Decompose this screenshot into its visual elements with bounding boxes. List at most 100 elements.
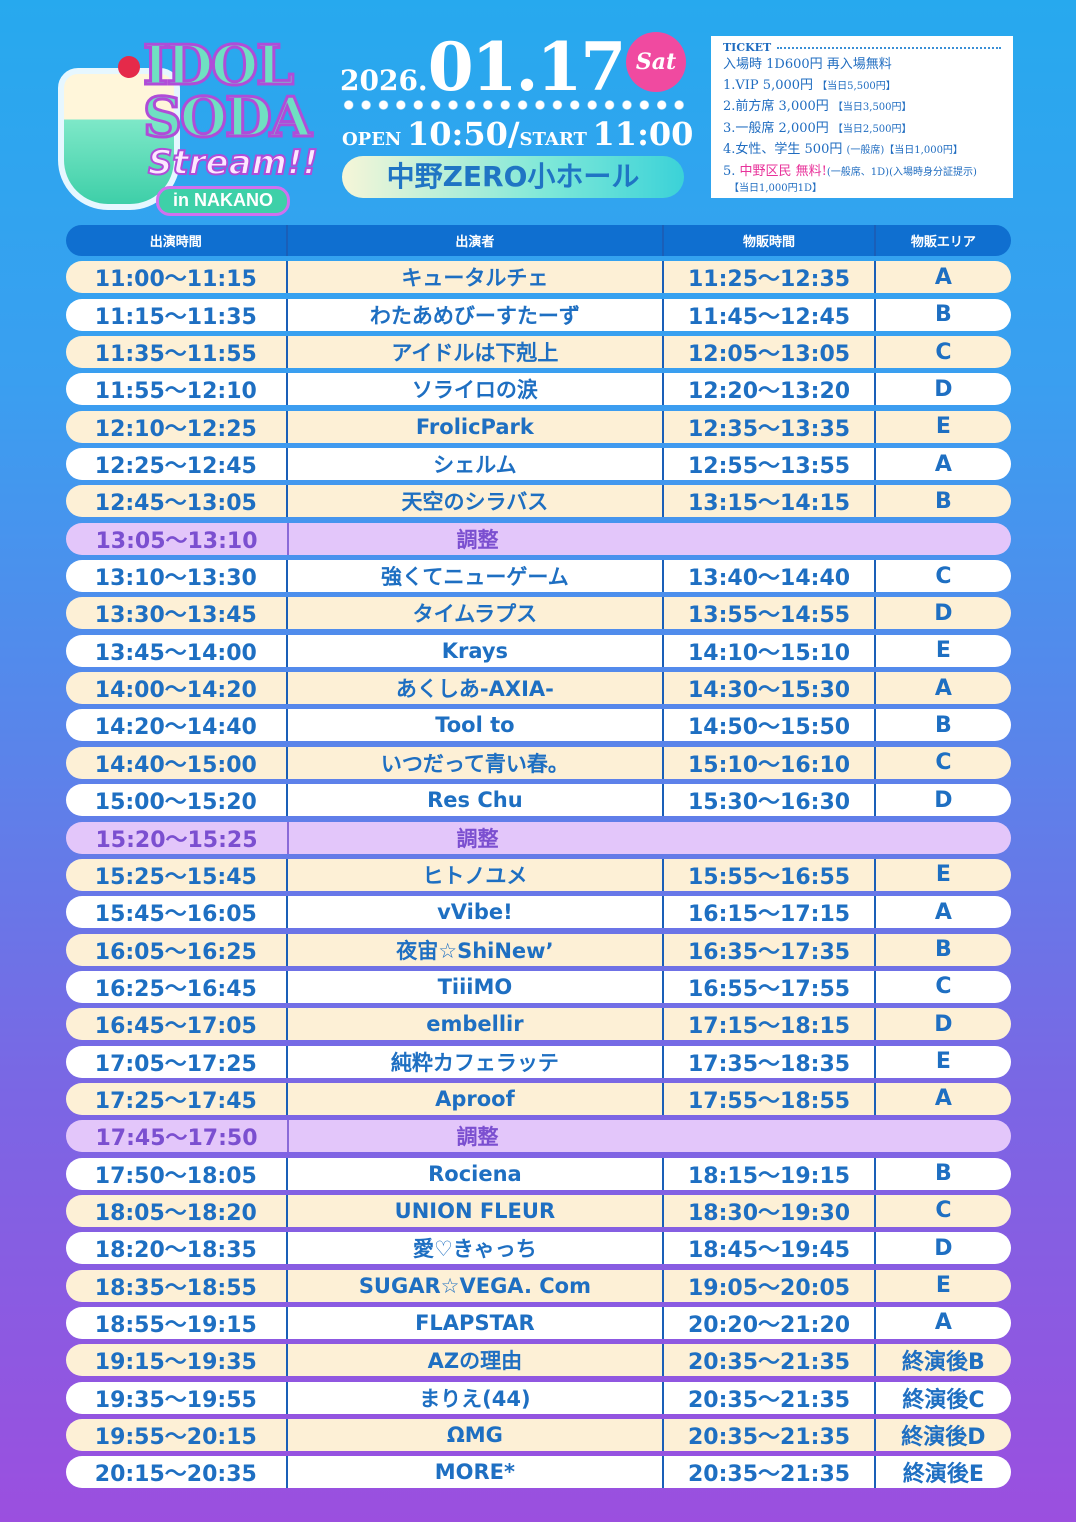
performer-name: 調整 bbox=[287, 821, 666, 854]
table-row: 13:45〜14:00 Krays 14:10〜15:10 E bbox=[66, 634, 1011, 667]
performance-time: 15:25〜15:45 bbox=[94, 864, 257, 890]
merch-area: B bbox=[873, 1157, 1011, 1190]
performance-time: 17:25〜17:45 bbox=[94, 1088, 257, 1114]
timetable: 出演時間 出演者 物販時間 物販エリア 11:00〜11:15 キュータルチェ 11… bbox=[66, 225, 1011, 1489]
performer-name: キュータルチェ bbox=[285, 261, 663, 294]
table-row: 15:25〜15:45 ヒトノユメ 15:55〜16:55 E bbox=[66, 858, 1011, 891]
merch-time: 16:15〜17:15 bbox=[662, 896, 874, 929]
merch-area: D bbox=[873, 784, 1011, 817]
table-row: 12:10〜12:25 FrolicPark 12:35〜13:35 E bbox=[66, 410, 1011, 443]
performance-time: 13:45〜14:00 bbox=[94, 640, 257, 666]
performer-name: 愛♡きゃっち bbox=[285, 1232, 663, 1265]
break-row: 15:20〜15:25 調整 bbox=[66, 821, 1011, 854]
performer-name: UNION FLEUR bbox=[285, 1194, 663, 1227]
performance-time: 15:20〜15:25 bbox=[95, 827, 258, 853]
ticket-line5-highlight: 中野区民 無料! bbox=[739, 163, 827, 179]
merch-time: 12:35〜13:35 bbox=[662, 410, 874, 443]
table-row: 12:25〜12:45 シェルム 12:55〜13:55 A bbox=[66, 448, 1011, 481]
merch-time: 12:20〜13:20 bbox=[662, 373, 874, 406]
empty-cell bbox=[666, 523, 1011, 555]
ticket-door-price: 【当日2,500円】 bbox=[832, 123, 912, 135]
ticket-heading: TICKET bbox=[723, 41, 772, 54]
start-time: 11:00 bbox=[592, 115, 694, 153]
empty-cell bbox=[666, 1120, 1011, 1152]
merch-time: 16:35〜17:35 bbox=[662, 933, 874, 966]
header-merch-time: 物販時間 bbox=[662, 225, 874, 256]
merch-time: 15:10〜16:10 bbox=[662, 746, 874, 779]
performance-time: 18:35〜18:55 bbox=[94, 1275, 257, 1301]
merch-time: 20:20〜21:20 bbox=[662, 1306, 874, 1339]
merch-time: 20:35〜21:35 bbox=[662, 1381, 874, 1414]
header-merch-area: 物販エリア bbox=[873, 225, 1011, 256]
performance-time: 11:00〜11:15 bbox=[94, 267, 257, 293]
merch-area: E bbox=[873, 858, 1011, 891]
table-row: 14:40〜15:00 いつだって青い春。 15:10〜16:10 C bbox=[66, 746, 1011, 779]
dotted-line bbox=[777, 47, 1001, 49]
merch-area: B bbox=[873, 298, 1011, 331]
timetable-header: 出演時間 出演者 物販時間 物販エリア bbox=[66, 225, 1011, 256]
merch-time: 20:35〜21:35 bbox=[662, 1419, 874, 1451]
performance-time: 12:10〜12:25 bbox=[94, 416, 257, 442]
performance-time: 15:00〜15:20 bbox=[94, 790, 257, 816]
table-row: 18:35〜18:55 SUGAR☆VEGA. Com 19:05〜20:05 E bbox=[66, 1269, 1011, 1302]
ticket-line-5: 5. 中野区民 無料!(一般席、1D)(入場時身分証提示) bbox=[723, 162, 1001, 184]
merch-area: D bbox=[873, 1008, 1011, 1041]
merch-area: B bbox=[873, 485, 1011, 518]
performer-name: 純粋カフェラッテ bbox=[285, 1045, 663, 1078]
header-performance-time: 出演時間 bbox=[149, 235, 202, 250]
merch-time: 11:25〜12:35 bbox=[662, 261, 874, 294]
performer-name: 天空のシラバス bbox=[285, 485, 663, 518]
break-row: 13:05〜13:10 調整 bbox=[66, 522, 1011, 555]
table-row: 11:55〜12:10 ソライロの涙 12:20〜13:20 D bbox=[66, 373, 1011, 406]
performance-time: 19:15〜19:35 bbox=[94, 1350, 257, 1376]
event-logo: IDOL SODA Stream!! in NAKANO bbox=[38, 28, 328, 218]
ticket-line: 3.一般席 2,000円 【当日2,500円】 bbox=[723, 119, 1001, 141]
performance-time: 16:25〜16:45 bbox=[94, 976, 257, 1002]
merch-time: 11:45〜12:45 bbox=[662, 298, 874, 331]
performer-name: Tool to bbox=[285, 709, 663, 742]
ticket-line: 1.VIP 5,000円 【当日5,500円】 bbox=[723, 76, 1001, 98]
table-row: 16:05〜16:25 夜宙☆ShiNew’ 16:35〜17:35 B bbox=[66, 933, 1011, 966]
ticket-price: 4.女性、学生 500円 bbox=[723, 142, 843, 157]
merch-time: 18:30〜19:30 bbox=[662, 1194, 874, 1227]
merch-area: D bbox=[873, 373, 1011, 406]
event-month-day: 01.17 bbox=[427, 28, 627, 106]
performer-name: タイムラプス bbox=[285, 597, 663, 630]
event-year: 2026. bbox=[340, 64, 428, 97]
merch-area: B bbox=[873, 933, 1011, 966]
merch-time: 14:30〜15:30 bbox=[662, 672, 874, 705]
performance-time: 16:05〜16:25 bbox=[94, 939, 257, 965]
empty-cell bbox=[666, 822, 1011, 854]
merch-area: A bbox=[873, 896, 1011, 929]
ticket-entry: 入場時 1D600円 再入場無料 bbox=[723, 57, 892, 72]
event-times: OPEN 10:50/START 11:00 bbox=[342, 115, 693, 153]
performer-name: vVibe! bbox=[285, 896, 663, 929]
merch-time: 13:55〜14:55 bbox=[662, 597, 874, 630]
merch-time: 15:55〜16:55 bbox=[662, 858, 874, 891]
merch-time: 17:35〜18:35 bbox=[662, 1045, 874, 1078]
merch-area: C bbox=[873, 560, 1011, 593]
merch-time: 19:05〜20:05 bbox=[662, 1269, 874, 1302]
table-row: 14:20〜14:40 Tool to 14:50〜15:50 B bbox=[66, 709, 1011, 742]
merch-time: 18:15〜19:15 bbox=[662, 1157, 874, 1190]
table-row: 17:25〜17:45 Aproof 17:55〜18:55 A bbox=[66, 1082, 1011, 1115]
weekday-badge: Sat bbox=[626, 32, 686, 92]
performer-name: 調整 bbox=[287, 1120, 666, 1153]
table-row: 18:55〜19:15 FLAPSTAR 20:20〜21:20 A bbox=[66, 1306, 1011, 1339]
performance-time: 18:05〜18:20 bbox=[94, 1200, 257, 1226]
table-row: 11:35〜11:55 アイドルは下剋上 12:05〜13:05 C bbox=[66, 336, 1011, 369]
ticket-line5-sub: 【当日1,000円1D】 bbox=[729, 183, 823, 194]
performer-name: SUGAR☆VEGA. Com bbox=[285, 1269, 663, 1302]
performance-time: 13:30〜13:45 bbox=[94, 603, 257, 629]
performance-time: 14:20〜14:40 bbox=[94, 715, 257, 741]
performance-time: 14:00〜14:20 bbox=[94, 678, 257, 704]
performance-time: 19:55〜20:15 bbox=[94, 1425, 257, 1450]
logo-line3: Stream!! bbox=[147, 143, 319, 183]
logo-line1: IDOL bbox=[141, 33, 295, 97]
merch-time: 12:55〜13:55 bbox=[662, 448, 874, 481]
merch-time: 17:55〜18:55 bbox=[662, 1082, 874, 1115]
merch-time: 20:35〜21:35 bbox=[662, 1456, 874, 1489]
performance-time: 12:25〜12:45 bbox=[94, 454, 257, 480]
venue-badge: 中野ZERO小ホール bbox=[342, 156, 684, 198]
merch-area: A bbox=[873, 1082, 1011, 1115]
